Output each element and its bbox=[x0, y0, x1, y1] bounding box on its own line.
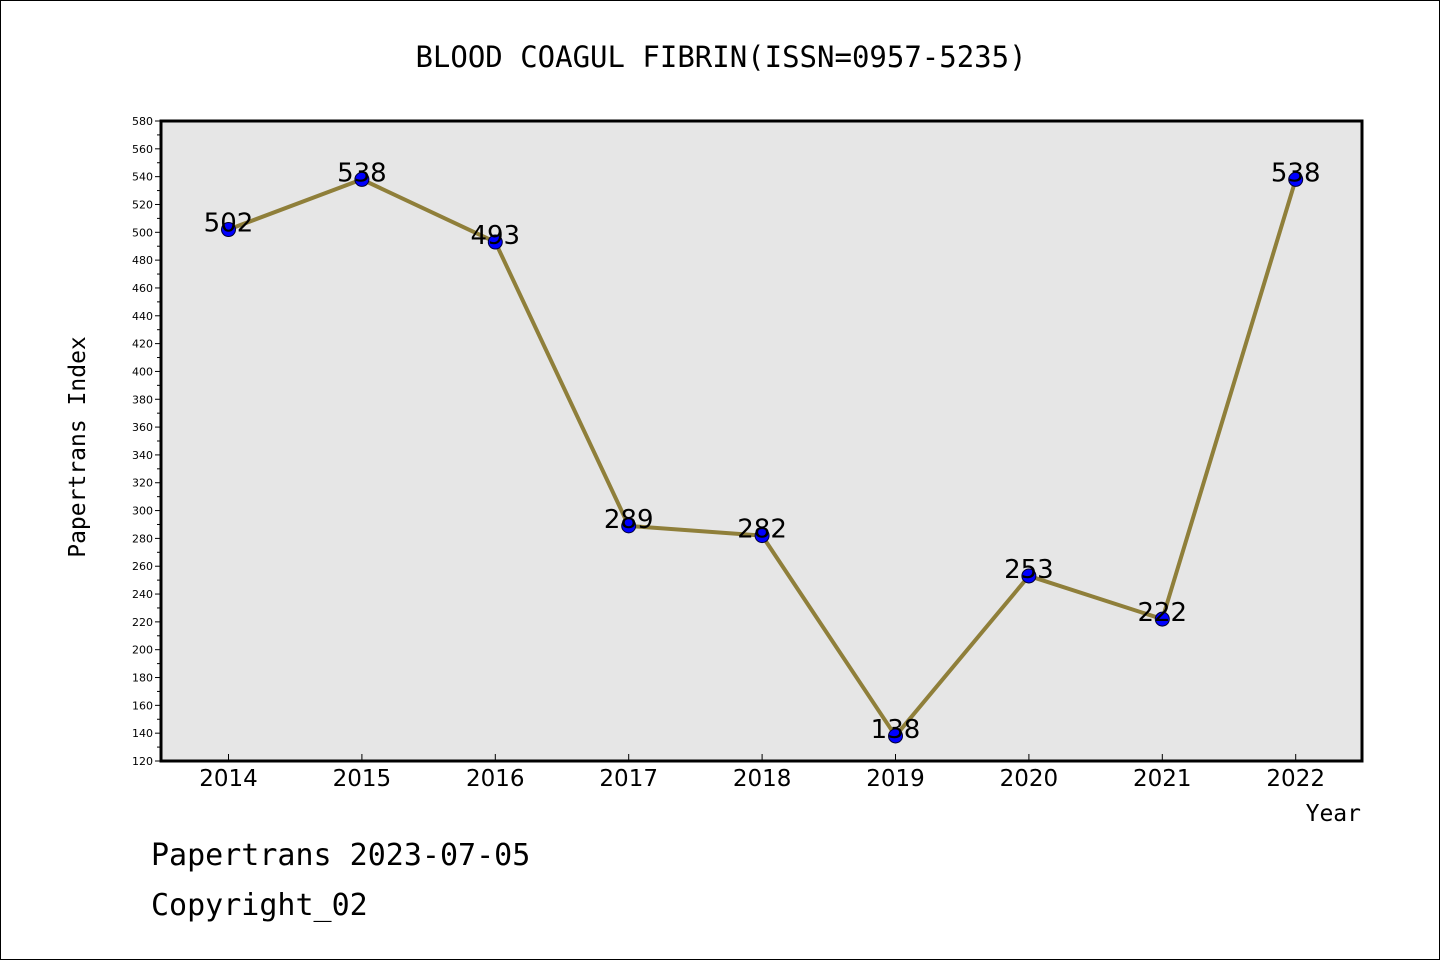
y-tick-label: 440 bbox=[132, 310, 153, 323]
data-point bbox=[1021, 568, 1037, 584]
y-tick-label: 480 bbox=[132, 254, 153, 267]
data-label: 493 bbox=[470, 221, 520, 251]
plot-area bbox=[161, 121, 1362, 761]
data-label: 138 bbox=[871, 715, 921, 745]
y-axis-label: Papertrans Index bbox=[65, 336, 91, 558]
y-tick-label: 260 bbox=[132, 560, 153, 573]
data-point bbox=[621, 518, 637, 534]
data-label: 222 bbox=[1137, 598, 1187, 628]
x-tick-label: 2014 bbox=[199, 766, 258, 792]
plot-border bbox=[159, 119, 1364, 763]
y-tick-label: 540 bbox=[132, 171, 153, 184]
data-label: 253 bbox=[1004, 555, 1054, 585]
y-tick-label: 400 bbox=[132, 365, 153, 378]
data-label: 538 bbox=[1271, 158, 1321, 188]
data-point bbox=[487, 234, 503, 250]
y-axis-ticks: 120 140 160 180 200 220 240 260 280 300 320 340 360 3… bbox=[132, 115, 161, 768]
y-tick-label: 220 bbox=[132, 616, 153, 629]
series-group bbox=[221, 171, 1304, 744]
y-tick-label: 280 bbox=[132, 532, 153, 545]
y-tick-label: 160 bbox=[132, 699, 153, 712]
y-tick-label: 580 bbox=[132, 115, 153, 128]
data-point bbox=[354, 171, 370, 187]
y-tick-label: 420 bbox=[132, 338, 153, 351]
chart-title: BLOOD COAGUL FIBRIN(ISSN=0957-5235) bbox=[415, 40, 1026, 74]
data-labels: 502 538 493 289 282 138 253 222 538 bbox=[204, 158, 1321, 745]
x-tick-label: 2016 bbox=[466, 766, 525, 792]
data-point bbox=[1154, 611, 1170, 627]
x-tick-label: 2017 bbox=[599, 766, 658, 792]
y-tick-label: 240 bbox=[132, 588, 153, 601]
x-tick-label: 2019 bbox=[866, 766, 925, 792]
data-label: 538 bbox=[337, 158, 387, 188]
footer-date: Papertrans 2023-07-05 bbox=[151, 838, 530, 873]
x-axis-label: Year bbox=[1306, 801, 1361, 827]
x-tick-label: 2018 bbox=[733, 766, 792, 792]
y-tick-label: 360 bbox=[132, 421, 153, 434]
y-tick-label: 560 bbox=[132, 143, 153, 156]
y-tick-label: 340 bbox=[132, 449, 153, 462]
y-tick-label: 200 bbox=[132, 644, 153, 657]
data-point bbox=[754, 528, 770, 544]
data-label: 282 bbox=[737, 515, 787, 545]
y-tick-label: 140 bbox=[132, 727, 153, 740]
y-tick-label: 120 bbox=[132, 755, 153, 768]
footer-copyright: Copyright_02 bbox=[151, 888, 368, 923]
y-tick-label: 320 bbox=[132, 477, 153, 490]
x-tick-label: 2021 bbox=[1133, 766, 1192, 792]
y-tick-label: 500 bbox=[132, 226, 153, 239]
data-point bbox=[221, 222, 236, 238]
data-point bbox=[888, 728, 903, 744]
x-tick-label: 2020 bbox=[1000, 766, 1059, 792]
x-tick-label: 2015 bbox=[333, 766, 392, 792]
x-tick-label: 2022 bbox=[1266, 766, 1325, 792]
data-label: 289 bbox=[604, 505, 654, 535]
data-point bbox=[1288, 171, 1304, 187]
y-tick-label: 180 bbox=[132, 672, 153, 685]
y-tick-label: 460 bbox=[132, 282, 153, 295]
x-axis-ticks: 2014 2015 2016 2017 2018 2019 2020 2021 2022 bbox=[199, 754, 1325, 792]
data-label: 502 bbox=[204, 209, 254, 239]
y-tick-label: 380 bbox=[132, 393, 153, 406]
y-tick-label: 300 bbox=[132, 505, 153, 518]
y-tick-label: 520 bbox=[132, 198, 153, 211]
